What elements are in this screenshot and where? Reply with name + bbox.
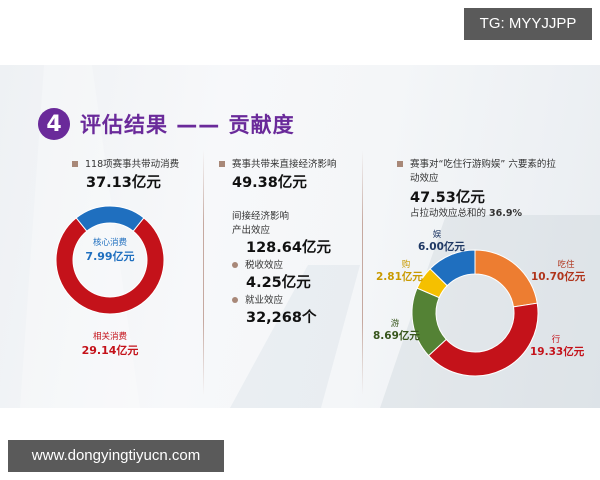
slide: 4 评估结果 —— 贡献度 118项赛事共带动消费 37.13亿元 核心消费 7… <box>0 65 600 408</box>
bullet-square-icon <box>219 160 225 167</box>
jobs-label-row: 就业效应 <box>232 292 283 306</box>
yu-value: 6.00亿元 <box>418 241 465 253</box>
donut-segment-4 <box>429 249 476 287</box>
direct-value: 49.38亿元 <box>232 175 307 191</box>
column-divider <box>362 150 363 395</box>
output-value: 128.64亿元 <box>246 240 331 256</box>
left-bullet: 118项赛事共带动消费 <box>72 156 179 170</box>
jobs-label: 就业效应 <box>245 295 284 306</box>
xing-label: 行 <box>551 335 561 345</box>
watermark-url: www.dongyingtiyucn.com <box>8 440 224 472</box>
left-bullet-text: 118项赛事共带动消费 <box>85 159 180 170</box>
share-prefix: 占拉动效应总和的 <box>410 208 490 219</box>
related-value: 29.14亿元 <box>81 344 139 357</box>
related-label: 相关消费 <box>92 332 127 342</box>
section-number-badge: 4 <box>38 108 70 140</box>
you-label: 游 <box>390 319 400 329</box>
indirect-heading: 间接经济影响 <box>232 211 290 222</box>
core-value: 7.99亿元 <box>85 250 135 263</box>
six-elements-bullet: 赛事对“吃住行游购娱” 六要素的拉 <box>397 156 556 170</box>
donut-segment-1 <box>427 302 539 377</box>
share-value: 36.9% <box>489 208 522 219</box>
direct-bullet-text: 赛事共带来直接经济影响 <box>232 159 337 170</box>
gou-label: 购 <box>401 260 411 270</box>
six-elements-bullet-line2: 动效应 <box>410 173 439 184</box>
watermark-tag: TG: MYYJJPP <box>464 8 592 40</box>
column-divider <box>203 150 204 395</box>
bullet-square-icon <box>72 160 78 167</box>
chizhu-label: 吃住 <box>557 260 575 270</box>
donut-segment-related <box>55 217 165 315</box>
gou-value: 2.81亿元 <box>376 271 423 283</box>
jobs-value: 32,268个 <box>246 310 317 326</box>
donut-segment-0 <box>474 249 538 308</box>
yu-label: 娱 <box>432 230 442 240</box>
slide-title-row: 4 评估结果 —— 贡献度 <box>38 108 295 140</box>
consumption-donut-chart <box>55 205 165 315</box>
slide-title: 评估结果 —— 贡献度 <box>80 113 295 137</box>
output-label: 产出效应 <box>232 225 271 236</box>
share-row: 占拉动效应总和的 36.9% <box>410 205 522 219</box>
tax-value: 4.25亿元 <box>246 275 311 291</box>
tax-label: 税收效应 <box>245 260 284 271</box>
you-value: 8.69亿元 <box>373 330 420 342</box>
bullet-square-icon <box>397 160 403 167</box>
left-total: 37.13亿元 <box>86 175 161 191</box>
chizhu-value: 10.70亿元 <box>531 271 586 283</box>
core-label: 核心消费 <box>92 238 127 248</box>
direct-bullet: 赛事共带来直接经济影响 <box>219 156 337 170</box>
bullet-dot-icon <box>232 296 238 303</box>
bullet-dot-icon <box>232 261 238 268</box>
xing-value: 19.33亿元 <box>530 346 585 358</box>
six-elements-donut-chart <box>411 249 539 377</box>
donut-segment-core <box>75 205 145 232</box>
tax-label-row: 税收效应 <box>232 257 283 271</box>
six-elements-bullet-line1: 赛事对“吃住行游购娱” 六要素的拉 <box>410 159 556 170</box>
six-elements-total: 47.53亿元 <box>410 190 485 206</box>
